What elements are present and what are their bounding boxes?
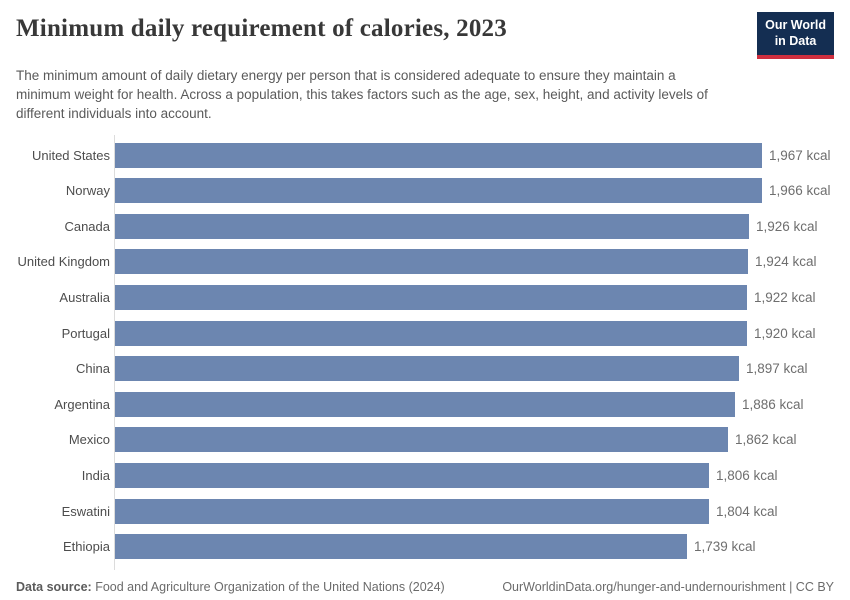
bar[interactable] bbox=[115, 142, 762, 168]
bar[interactable] bbox=[115, 534, 687, 560]
bar[interactable] bbox=[115, 498, 709, 524]
country-label: Eswatini bbox=[61, 503, 110, 519]
value-label: 1,922 kcal bbox=[754, 290, 816, 306]
bar[interactable] bbox=[115, 249, 748, 275]
chart-bar-row: Norway 1,966 kcal bbox=[0, 173, 850, 209]
value-label: 1,739 kcal bbox=[694, 539, 756, 555]
bar-track: 1,924 kcal bbox=[115, 249, 850, 275]
value-label: 1,804 kcal bbox=[716, 503, 778, 519]
value-label: 1,862 kcal bbox=[735, 432, 797, 448]
data-source-label: Data source: bbox=[16, 579, 92, 594]
country-label: Mexico bbox=[68, 432, 110, 448]
bar-chart: United States 1,967 kcal Norway 1,966 kc… bbox=[0, 135, 850, 570]
country-label: Ethiopia bbox=[63, 539, 110, 555]
value-label: 1,806 kcal bbox=[716, 468, 778, 484]
value-label: 1,924 kcal bbox=[755, 254, 817, 270]
owid-logo-line2: in Data bbox=[774, 34, 817, 49]
bar-track: 1,739 kcal bbox=[115, 534, 850, 560]
chart-title: Minimum daily requirement of calories, 2… bbox=[16, 15, 507, 42]
value-label: 1,897 kcal bbox=[746, 361, 808, 377]
chart-bar-row: Mexico 1,862 kcal bbox=[0, 422, 850, 458]
value-label: 1,920 kcal bbox=[754, 325, 816, 341]
bar[interactable] bbox=[115, 213, 749, 239]
country-label: Canada bbox=[64, 218, 110, 234]
country-label: Argentina bbox=[54, 396, 110, 412]
country-label: India bbox=[81, 468, 110, 484]
value-label: 1,926 kcal bbox=[756, 218, 818, 234]
bar[interactable] bbox=[115, 391, 735, 417]
bar-track: 1,967 kcal bbox=[115, 142, 850, 168]
value-label: 1,967 kcal bbox=[769, 147, 831, 163]
chart-bar-row: Portugal 1,920 kcal bbox=[0, 315, 850, 351]
owid-logo[interactable]: Our World in Data bbox=[757, 12, 834, 59]
chart-bar-row: United Kingdom 1,924 kcal bbox=[0, 244, 850, 280]
country-label: Norway bbox=[65, 183, 110, 199]
bar[interactable] bbox=[115, 285, 747, 311]
chart-header: Minimum daily requirement of calories, 2… bbox=[0, 0, 850, 123]
footer-url-link[interactable]: OurWorldinData.org/hunger-and-undernouri… bbox=[502, 579, 786, 594]
chart-bar-row: Australia 1,922 kcal bbox=[0, 280, 850, 316]
bar-track: 1,804 kcal bbox=[115, 498, 850, 524]
bar-track: 1,966 kcal bbox=[115, 178, 850, 204]
bar[interactable] bbox=[115, 427, 728, 453]
chart-bar-row: Ethiopia 1,739 kcal bbox=[0, 529, 850, 565]
footer-separator: | bbox=[785, 579, 796, 594]
bar-track: 1,926 kcal bbox=[115, 213, 850, 239]
country-label: Portugal bbox=[61, 325, 110, 341]
bar[interactable] bbox=[115, 463, 709, 489]
bar-track: 1,897 kcal bbox=[115, 356, 850, 382]
owid-logo-line1: Our World bbox=[765, 18, 826, 32]
bar-track: 1,920 kcal bbox=[115, 320, 850, 346]
value-label: 1,886 kcal bbox=[742, 396, 804, 412]
bar-track: 1,862 kcal bbox=[115, 427, 850, 453]
title-row: Minimum daily requirement of calories, 2… bbox=[16, 12, 834, 59]
license-badge: CC BY bbox=[795, 579, 834, 594]
chart-bar-row: United States 1,967 kcal bbox=[0, 137, 850, 173]
bar[interactable] bbox=[115, 320, 747, 346]
bar[interactable] bbox=[115, 356, 739, 382]
country-label: China bbox=[76, 361, 110, 377]
country-label: United States bbox=[31, 147, 110, 163]
data-source-text: Food and Agriculture Organization of the… bbox=[91, 579, 445, 594]
country-label: Australia bbox=[59, 290, 110, 306]
footer-attribution: OurWorldinData.org/hunger-and-undernouri… bbox=[502, 580, 834, 594]
chart-bar-row: China 1,897 kcal bbox=[0, 351, 850, 387]
chart-bar-row: India 1,806 kcal bbox=[0, 458, 850, 494]
bar-track: 1,806 kcal bbox=[115, 463, 850, 489]
value-label: 1,966 kcal bbox=[769, 183, 831, 199]
chart-footer: Data source: Food and Agriculture Organi… bbox=[0, 565, 850, 594]
chart-bar-row: Eswatini 1,804 kcal bbox=[0, 493, 850, 529]
chart-subtitle: The minimum amount of daily dietary ener… bbox=[16, 67, 708, 122]
bar-track: 1,886 kcal bbox=[115, 391, 850, 417]
country-label: United Kingdom bbox=[17, 254, 111, 270]
bar-track: 1,922 kcal bbox=[115, 285, 850, 311]
chart-bar-row: Canada 1,926 kcal bbox=[0, 209, 850, 245]
data-source: Data source: Food and Agriculture Organi… bbox=[16, 580, 445, 594]
bar[interactable] bbox=[115, 178, 762, 204]
chart-bar-row: Argentina 1,886 kcal bbox=[0, 387, 850, 423]
